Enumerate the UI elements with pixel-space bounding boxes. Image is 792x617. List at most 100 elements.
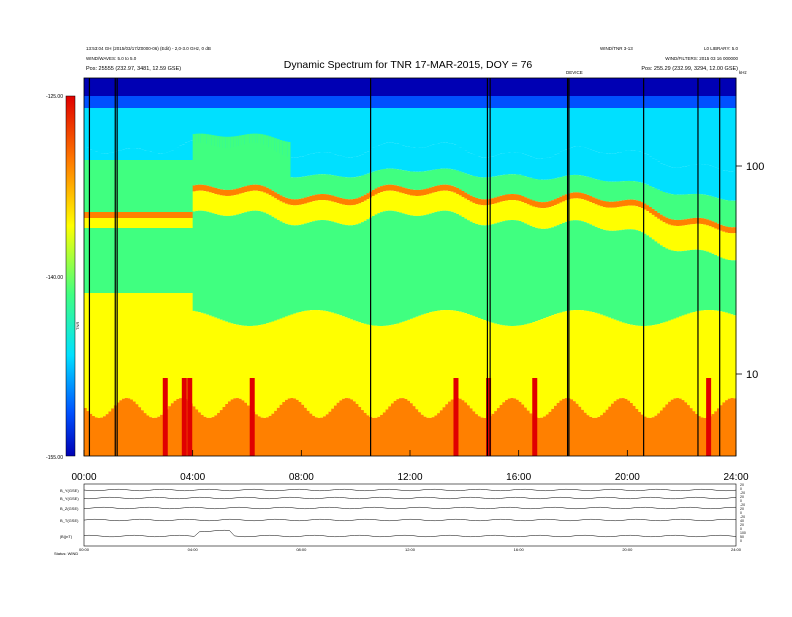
spectrogram-cell bbox=[132, 401, 137, 456]
spectrogram-cell bbox=[233, 78, 237, 96]
spectrogram-cell bbox=[448, 310, 452, 402]
spectrogram-cell bbox=[347, 205, 351, 226]
spectrogram-cell bbox=[562, 201, 566, 223]
spectrogram-cell bbox=[173, 293, 177, 401]
spectrogram-cell bbox=[132, 96, 137, 108]
spectrogram-cell bbox=[279, 140, 283, 196]
spectrogram-cell bbox=[619, 321, 623, 399]
spectrogram-cell bbox=[257, 133, 262, 185]
spectrogram-cell bbox=[483, 157, 487, 178]
spectrogram-cell bbox=[143, 78, 147, 96]
spectrogram-cell bbox=[361, 202, 365, 223]
spectrogram-cell bbox=[255, 414, 259, 456]
spectrogram-cell bbox=[141, 108, 145, 150]
spectrogram-cell bbox=[195, 108, 199, 143]
spectrogram-cell bbox=[122, 212, 126, 218]
spectrogram-cell bbox=[165, 152, 169, 160]
spectrogram-cell bbox=[198, 312, 202, 413]
spectrogram-cell bbox=[458, 171, 463, 190]
spectrogram-cell bbox=[431, 192, 435, 213]
spectrogram-cell bbox=[266, 78, 270, 96]
spectrogram-cell bbox=[532, 96, 536, 108]
spectrogram-cell bbox=[605, 316, 609, 410]
spectrogram-cell bbox=[437, 108, 441, 144]
spectrogram-cell bbox=[477, 78, 482, 96]
spectrogram-cell bbox=[423, 96, 427, 108]
header-right-line4: Pos: 255.29 (232.99, 3294, 12.00 GSE) bbox=[641, 66, 738, 72]
spectrogram-cell bbox=[727, 233, 732, 260]
spectrogram-cell bbox=[260, 134, 264, 186]
spectrogram-cell bbox=[475, 156, 479, 177]
spectrogram-cell bbox=[431, 144, 435, 170]
spectrogram-cell bbox=[143, 228, 147, 293]
spectrogram-cell bbox=[581, 108, 585, 147]
spectrogram-cell bbox=[94, 151, 99, 160]
spectrogram-cell bbox=[496, 408, 501, 456]
spectrogram-cell bbox=[225, 321, 229, 404]
spectrogram-cell bbox=[469, 195, 473, 202]
spectrogram-cell bbox=[105, 212, 109, 218]
spectrogram-cell bbox=[355, 78, 359, 96]
spectrogram-cell bbox=[638, 78, 642, 96]
spectrogram-cell bbox=[320, 310, 324, 418]
spectrogram-cell bbox=[203, 108, 207, 144]
spectrogram-cell bbox=[529, 322, 533, 414]
spectrogram-cell bbox=[711, 414, 715, 456]
spectrogram-cell bbox=[100, 108, 104, 154]
spectrogram-cell bbox=[429, 170, 433, 188]
spectrogram-cell bbox=[673, 194, 677, 220]
spectrogram-cell bbox=[415, 316, 419, 410]
spectrogram-cell bbox=[363, 174, 368, 195]
spectrogram-cell bbox=[141, 78, 145, 96]
spectrogram-cell bbox=[385, 168, 389, 185]
spectrogram-cell bbox=[103, 212, 107, 218]
spectrogram-cell bbox=[649, 206, 653, 213]
spectrogram-cell bbox=[97, 228, 101, 293]
burst-mark bbox=[187, 378, 193, 456]
spectrogram-cell bbox=[515, 152, 520, 175]
spectrogram-cell bbox=[160, 78, 164, 96]
spectrogram-cell bbox=[380, 186, 384, 193]
spectrogram-cell bbox=[377, 145, 381, 171]
spectrogram-cell bbox=[342, 398, 346, 456]
spectrogram-cell bbox=[594, 179, 598, 199]
spectrogram-cell bbox=[206, 191, 210, 212]
spectrogram-cell bbox=[333, 222, 338, 314]
spectrogram-cell bbox=[293, 157, 297, 178]
spectrogram-cell bbox=[173, 400, 177, 456]
spectrogram-cell bbox=[304, 407, 308, 456]
spectrogram-cell bbox=[168, 228, 172, 293]
spectrogram-cell bbox=[350, 157, 354, 178]
spectrogram-cell bbox=[399, 78, 403, 96]
spectrogram-cell bbox=[676, 220, 680, 227]
spectrogram-cell bbox=[437, 185, 441, 192]
spectrogram-cell bbox=[597, 96, 601, 108]
spectrogram-cell bbox=[548, 108, 552, 158]
spectrogram-cell bbox=[377, 108, 381, 146]
spectrogram-cell bbox=[173, 108, 177, 149]
spectrogram-cell bbox=[559, 312, 563, 401]
spectrogram-cell bbox=[553, 154, 558, 179]
spectrogram-cell bbox=[573, 198, 577, 221]
spectrogram-cell bbox=[130, 96, 134, 108]
spectrogram-cell bbox=[122, 218, 126, 228]
spectrogram-cell bbox=[708, 96, 713, 108]
spectrogram-cell bbox=[635, 108, 639, 151]
spectrogram-cell bbox=[179, 398, 183, 456]
spectrogram-cell bbox=[518, 194, 522, 201]
spectrogram-cell bbox=[263, 186, 267, 193]
spectrogram-cell bbox=[592, 96, 596, 108]
spectrogram-cell bbox=[146, 78, 150, 96]
spectrogram-cell bbox=[238, 108, 243, 146]
spectrogram-cell bbox=[496, 196, 501, 203]
spectrogram-cell bbox=[396, 108, 400, 144]
spectrogram-cell bbox=[328, 200, 332, 221]
spectrogram-cell bbox=[445, 190, 449, 211]
spectrogram-cell bbox=[271, 413, 275, 456]
spectrogram-cell bbox=[282, 402, 286, 456]
spectrogram-cell bbox=[502, 96, 506, 108]
spectrogram-cell bbox=[727, 171, 732, 201]
spectrogram-cell bbox=[244, 325, 248, 403]
spectrogram-cell bbox=[676, 398, 680, 456]
spectrogram-cell bbox=[689, 224, 694, 250]
